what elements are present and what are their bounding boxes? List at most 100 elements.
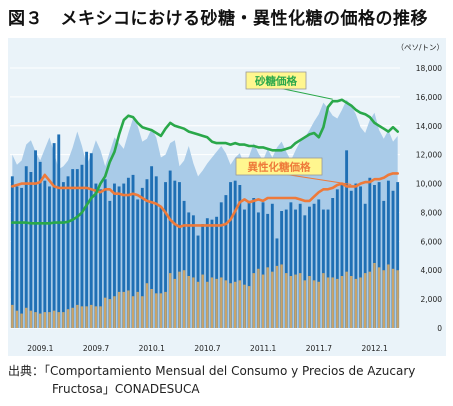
bar-blue: [391, 190, 395, 328]
bar-tan: [308, 276, 311, 328]
bar-blue: [219, 202, 223, 328]
bar-blue: [159, 206, 163, 328]
hfcs-label-text: 異性化糖価格: [248, 161, 311, 174]
bar-tan: [271, 271, 274, 328]
hfcs-label-leader: [283, 173, 352, 185]
bar-tan: [396, 270, 399, 328]
bar-blue: [15, 186, 19, 328]
chart-svg: 0 2,000 4,000 6,000 8,000 10,000 12,000 14,000 1…: [10, 43, 444, 353]
x-tick-label: 2009.7: [83, 344, 109, 353]
y-tick-label: 6,000: [421, 237, 443, 246]
bar-blue: [173, 180, 177, 328]
bar-blue: [382, 200, 386, 328]
bar-blue: [229, 182, 232, 328]
y-tick-label: 4,000: [421, 266, 443, 275]
bar-tan: [243, 284, 246, 328]
bar-tan: [345, 271, 348, 328]
sugar-label-text: 砂糖価格: [254, 75, 297, 88]
bar-tan: [350, 276, 353, 328]
bar-blue: [94, 183, 98, 328]
y-tick-label: 16,000: [416, 93, 442, 102]
bar-blue: [261, 202, 265, 328]
bar-blue: [80, 164, 84, 328]
bar-tan: [280, 264, 283, 328]
bar-blue: [289, 202, 293, 328]
bar-blue: [238, 185, 242, 328]
bar-blue: [345, 150, 349, 328]
bar-blue: [215, 216, 219, 328]
bar-tan: [247, 286, 251, 328]
bar-tan: [285, 273, 288, 328]
bar-tan: [215, 278, 218, 328]
bar-tan: [252, 273, 255, 328]
bar-blue: [312, 203, 316, 328]
bar-tan: [224, 280, 228, 328]
bar-blue: [71, 169, 75, 328]
sugar-label-leader: [278, 87, 333, 100]
bar-tan: [20, 313, 23, 328]
sugar-price-line: [11, 98, 400, 225]
bar-blue: [396, 182, 400, 328]
bar-tan: [266, 267, 269, 328]
bar-blue: [178, 182, 181, 328]
bar-blue: [66, 176, 70, 328]
x-tick-label: 2011.7: [306, 344, 332, 353]
bar-blue: [126, 177, 130, 328]
bar-blue: [191, 215, 195, 328]
bar-blue: [131, 174, 135, 328]
bar-tan: [159, 293, 163, 328]
source-line-2: Fructosa」CONADESUCA: [52, 382, 200, 396]
bar-tan: [122, 291, 125, 328]
bar-tan: [150, 289, 153, 328]
bar-blue: [205, 218, 209, 328]
bar-blue: [359, 186, 362, 328]
bar-blue: [48, 186, 51, 328]
bar-tan: [229, 283, 232, 328]
y-tick-label: 8,000: [421, 208, 443, 217]
bar-tan: [90, 304, 93, 328]
bar-blue: [29, 172, 33, 328]
bar-tan: [340, 276, 344, 328]
y-tick-label: 18,000: [416, 64, 442, 73]
bar-blue: [99, 189, 102, 328]
bar-tan: [103, 297, 107, 328]
bar-tan: [113, 296, 116, 328]
bar-blue: [298, 203, 302, 328]
bar-tan: [261, 274, 265, 328]
bar-tan: [43, 312, 47, 328]
bar-tan: [34, 312, 37, 328]
plot-area: 0 2,000 4,000 6,000 8,000 10,000 12,000 14,000 1…: [8, 38, 446, 356]
bar-tan: [15, 310, 19, 328]
bar-tan: [322, 273, 325, 328]
bar-tan: [275, 265, 279, 328]
y-unit-label: （ペソ/トン）: [396, 43, 444, 52]
bar-tan: [57, 312, 60, 328]
bar-blue: [52, 143, 56, 328]
x-tick-label: 2010.7: [194, 344, 220, 353]
bar-blue: [43, 180, 47, 328]
bar-blue: [38, 161, 42, 328]
bar-tan: [312, 280, 316, 328]
bar-tan: [182, 270, 186, 328]
bar-blue: [20, 187, 24, 328]
y-tick-label: 0: [437, 324, 442, 333]
hfcs-label-box: [235, 157, 323, 176]
bar-blue: [108, 200, 112, 328]
bar-blue: [386, 180, 390, 328]
bar-tan: [127, 290, 130, 328]
x-tick-label: 2009.1: [27, 344, 53, 353]
bar-blue: [321, 209, 325, 328]
bar-tan: [48, 312, 51, 328]
x-tick-label: 2010.1: [139, 344, 165, 353]
bar-blue: [140, 187, 144, 328]
bar-tan: [359, 277, 362, 328]
bar-tan: [289, 276, 293, 328]
bar-tan: [294, 274, 297, 328]
bar-tan: [136, 291, 139, 328]
bar-tan: [257, 268, 260, 328]
bar-blue: [308, 206, 311, 328]
bar-tan: [377, 267, 381, 328]
source-line-1: 出典：「Comportamiento Mensual del Consumo y…: [8, 364, 416, 378]
bar-blue: [57, 134, 61, 328]
bar-tan: [141, 296, 144, 328]
